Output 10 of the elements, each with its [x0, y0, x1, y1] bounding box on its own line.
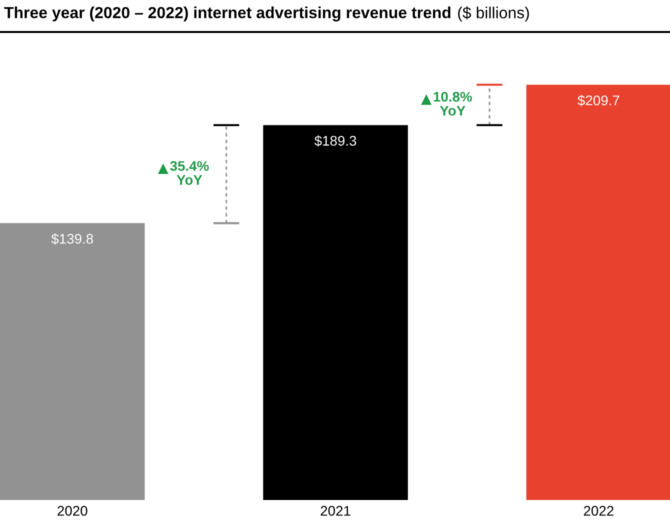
chart-title: Three year (2020 – 2022) internet advertising revenue trend — [4, 6, 450, 22]
x-tick-label: 2022 — [584, 506, 614, 516]
chart-subtitle: ($ billions) — [458, 6, 529, 22]
data-label: $139.8 — [51, 233, 94, 245]
annotation: 10.8% YoY — [434, 92, 472, 116]
annotation: 35.4% YoY — [170, 161, 209, 185]
x-tick-label: 2021 — [320, 506, 350, 516]
x-tick-label: 2020 — [58, 506, 88, 516]
data-label: $189.3 — [314, 135, 356, 147]
data-label: $209.7 — [578, 94, 620, 106]
